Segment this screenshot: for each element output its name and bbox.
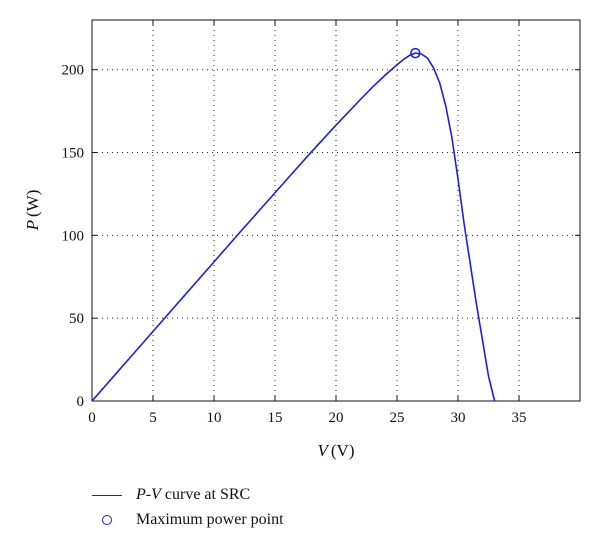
y-axis-label: P(W) — [23, 190, 42, 232]
legend-label-mpp: Maximum power point — [136, 510, 284, 528]
x-tick-labels: 0 5 10 15 20 25 30 35 — [88, 410, 526, 426]
y-tick-labels: 0 50 100 150 200 — [62, 63, 85, 410]
legend-item-mpp: Maximum power point — [92, 507, 284, 532]
x-tick-label: 0 — [88, 410, 96, 426]
maximum-power-point-marker — [410, 47, 421, 59]
x-axis-label: V (V) — [318, 441, 355, 460]
y-tick-label: 0 — [77, 394, 85, 410]
x-tick-label: 10 — [207, 410, 222, 426]
x-tick-label: 25 — [390, 410, 405, 426]
x-tick-label: 15 — [268, 410, 283, 426]
pv-curve-line — [91, 52, 496, 402]
y-tick-label: 100 — [62, 228, 85, 244]
x-tick-label: 5 — [149, 410, 157, 426]
x-tick-label: 35 — [512, 410, 527, 426]
y-tick-label: 50 — [69, 311, 84, 327]
x-tick-label: 30 — [451, 410, 466, 426]
legend-marker-swatch — [92, 512, 122, 528]
y-tick-label: 200 — [62, 63, 85, 79]
legend-label-pv-curve: P-V curve at SRC — [136, 485, 251, 503]
legend-line-swatch — [92, 487, 122, 503]
tick-marks — [91, 20, 580, 402]
y-tick-label: 150 — [62, 146, 85, 162]
legend-item-pv-curve: P-V curve at SRC — [92, 482, 284, 507]
legend: P-V curve at SRC Maximum power point — [92, 482, 284, 532]
grid-lines — [92, 20, 580, 401]
x-tick-label: 20 — [329, 410, 344, 426]
